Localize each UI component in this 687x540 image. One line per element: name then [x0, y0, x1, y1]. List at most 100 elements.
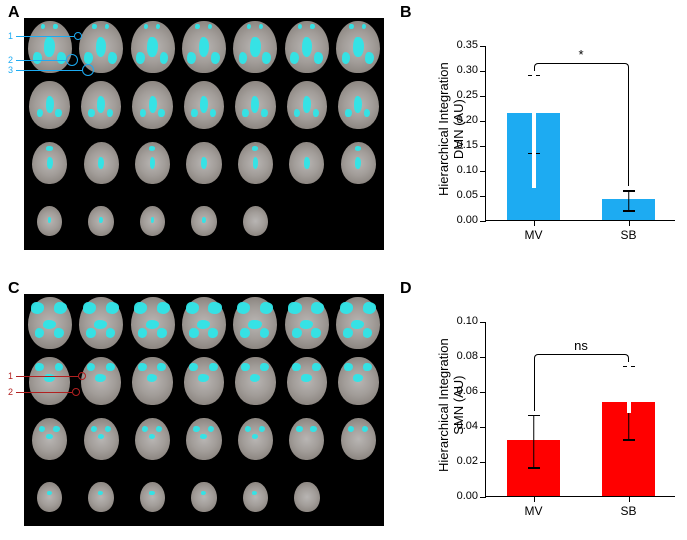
- activation-blob: [247, 24, 251, 29]
- activation-blob: [53, 426, 59, 432]
- callout-label: 2: [8, 55, 13, 65]
- brain-slice: [233, 21, 277, 73]
- brain-slice: [29, 357, 69, 405]
- y-tick: [480, 357, 486, 358]
- activation-blob: [344, 363, 353, 372]
- y-tick-label: 0.10: [457, 164, 478, 176]
- activation-blob: [54, 328, 64, 337]
- activation-blob: [349, 24, 353, 29]
- activation-blob: [208, 426, 214, 432]
- activation-blob: [98, 434, 104, 439]
- brain-slice: [28, 21, 72, 73]
- activation-blob: [348, 426, 354, 432]
- activation-blob: [292, 328, 302, 337]
- activation-blob: [105, 426, 111, 432]
- activation-blob: [186, 302, 199, 313]
- callout-circle: [78, 372, 86, 380]
- activation-blob: [83, 302, 96, 313]
- y-tick: [480, 221, 486, 222]
- y-tick: [480, 171, 486, 172]
- activation-blob: [353, 37, 364, 58]
- activation-blob: [191, 109, 197, 118]
- brain-slice: [135, 142, 170, 184]
- y-tick-label: 0.04: [457, 420, 478, 432]
- activation-blob: [198, 374, 209, 382]
- error-cap: [623, 190, 635, 192]
- significance-bracket: [534, 63, 629, 187]
- significance-label: *: [578, 47, 583, 62]
- callout-line: [16, 60, 66, 61]
- brain-slice: [88, 482, 114, 512]
- callout-circle: [82, 64, 94, 76]
- x-tick-label: MV: [525, 228, 543, 242]
- brain-slice: [84, 142, 119, 184]
- activation-blob: [138, 328, 148, 337]
- x-tick: [534, 496, 535, 502]
- y-tick-label: 0.35: [457, 39, 478, 51]
- callout-label: 1: [8, 371, 13, 381]
- callout-label: 2: [8, 387, 13, 397]
- error-cap: [528, 415, 540, 417]
- activation-blob: [149, 96, 157, 112]
- brain-slice: [132, 81, 172, 129]
- brain-slice: [285, 21, 329, 73]
- y-tick: [480, 96, 486, 97]
- activation-blob: [146, 320, 159, 329]
- activation-blob: [53, 24, 57, 29]
- brain-slice: [289, 418, 324, 460]
- activation-blob: [362, 426, 368, 432]
- y-tick: [480, 322, 486, 323]
- activation-blob: [149, 146, 155, 150]
- activation-blob: [296, 426, 302, 432]
- brain-slice: [238, 142, 273, 184]
- callout-circle: [74, 32, 82, 40]
- activation-blob: [310, 24, 314, 29]
- activation-blob: [202, 217, 206, 222]
- brain-slice: [184, 357, 224, 405]
- activation-blob: [312, 363, 321, 372]
- activation-blob: [105, 24, 109, 29]
- activation-blob: [363, 328, 373, 337]
- x-tick-label: MV: [525, 504, 543, 518]
- brain-slice: [32, 418, 67, 460]
- y-tick: [480, 146, 486, 147]
- activation-blob: [33, 52, 42, 63]
- chart-b-plot: 0.000.050.100.150.200.250.300.35MVSB*: [485, 46, 675, 221]
- activation-blob: [46, 96, 54, 112]
- brain-slice: [338, 357, 378, 405]
- activation-blob: [310, 426, 316, 432]
- callout-line: [16, 392, 72, 393]
- brain-slice: [79, 297, 123, 349]
- brain-slice: [341, 418, 376, 460]
- brain-slice: [287, 357, 327, 405]
- brain-slice: [28, 297, 72, 349]
- y-tick: [480, 196, 486, 197]
- brain-slice: [336, 21, 380, 73]
- error-bar: [533, 415, 535, 468]
- brain-slice: [29, 81, 69, 129]
- brain-slice: [336, 297, 380, 349]
- activation-blob: [92, 24, 96, 29]
- brain-slice: [338, 81, 378, 129]
- activation-blob: [91, 426, 97, 432]
- activation-blob: [301, 374, 312, 382]
- brain-slice: [140, 482, 166, 512]
- activation-blob: [314, 52, 323, 63]
- activation-blob: [136, 52, 145, 63]
- activation-blob: [95, 374, 106, 382]
- y-tick-label: 0.15: [457, 139, 478, 151]
- brain-slice: [191, 482, 217, 512]
- brain-slice: [287, 81, 327, 129]
- callout-line: [16, 70, 82, 71]
- activation-blob: [99, 217, 103, 222]
- activation-blob: [201, 157, 207, 169]
- activation-blob: [261, 109, 267, 118]
- y-tick: [480, 427, 486, 428]
- activation-blob: [343, 328, 353, 337]
- y-tick: [480, 462, 486, 463]
- panel-label-a: A: [8, 4, 20, 22]
- error-cap: [623, 210, 635, 212]
- chart-b: Hierarchical Integration DMN (AU) 0.000.…: [430, 26, 680, 246]
- y-tick-label: 0.20: [457, 114, 478, 126]
- activation-blob: [365, 52, 374, 63]
